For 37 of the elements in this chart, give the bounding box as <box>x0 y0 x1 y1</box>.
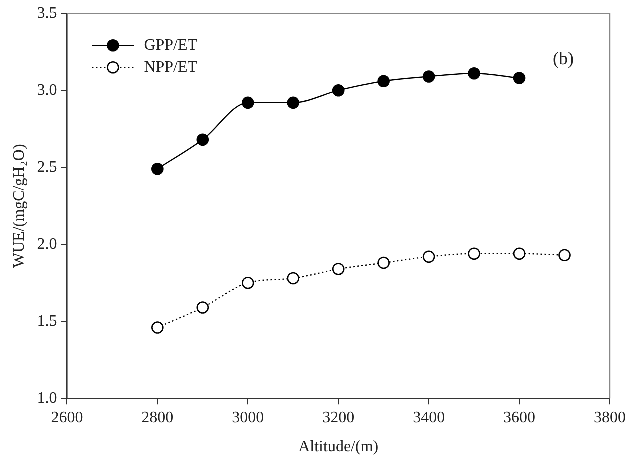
point <box>558 249 571 262</box>
point <box>242 96 254 110</box>
point <box>468 68 480 80</box>
point <box>152 162 164 176</box>
x-tick-label: 3000 <box>232 409 264 426</box>
x-tick-label: 3600 <box>504 409 536 426</box>
point <box>332 263 345 276</box>
point <box>422 250 436 264</box>
point <box>152 322 164 334</box>
y-tick-label: 2.0 <box>37 236 58 253</box>
point <box>332 84 345 97</box>
point <box>378 75 390 88</box>
point <box>378 256 390 270</box>
y-tick-label: 3.5 <box>37 4 58 22</box>
x-tick-label: 3800 <box>594 409 626 426</box>
y-tick-label: 1.5 <box>37 312 58 330</box>
legend-label: GPP/ET <box>144 36 198 54</box>
y-tick-label: 1.0 <box>37 390 58 407</box>
point <box>468 248 480 260</box>
y-axis-title: WUE/(mgC/gH₂O) <box>10 144 28 268</box>
point <box>287 272 300 285</box>
x-tick-label: 3400 <box>413 409 446 426</box>
point <box>196 134 210 146</box>
x-tick-label: 2800 <box>142 409 174 426</box>
legend-label: NPP/ET <box>144 58 198 76</box>
annotation: (b) <box>553 48 574 68</box>
x-axis-title: Altitude/(m) <box>298 438 379 456</box>
point <box>196 302 210 314</box>
x-tick-label: 2600 <box>51 409 84 426</box>
point <box>513 72 526 84</box>
point <box>513 248 526 260</box>
y-tick-label: 3.0 <box>37 82 58 99</box>
x-tick-label: 3200 <box>322 409 355 426</box>
point <box>287 96 300 110</box>
y-tick-label: 2.5 <box>37 158 58 176</box>
point <box>422 70 436 83</box>
point <box>242 276 254 290</box>
